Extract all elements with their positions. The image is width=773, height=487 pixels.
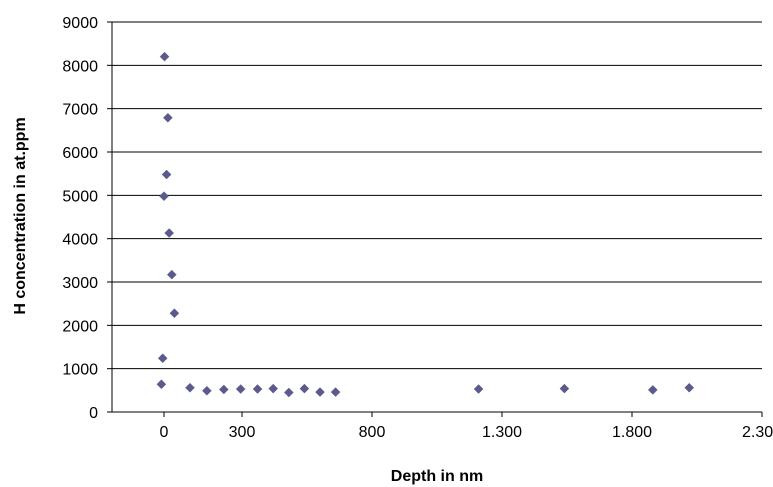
gridlines bbox=[112, 21, 762, 370]
data-point bbox=[164, 228, 175, 238]
y-tick-label: 3000 bbox=[62, 275, 98, 292]
data-point bbox=[159, 51, 170, 62]
data-point bbox=[283, 387, 294, 398]
data-points bbox=[156, 51, 695, 398]
x-axis-title: Depth in nm bbox=[391, 468, 483, 485]
y-tick-label: 7000 bbox=[62, 102, 98, 119]
x-tick-label: 2.300 bbox=[742, 424, 773, 441]
data-point bbox=[169, 308, 180, 319]
data-point bbox=[157, 353, 168, 364]
x-tick-label: 1.800 bbox=[612, 424, 652, 441]
data-point bbox=[299, 383, 310, 394]
data-point bbox=[159, 191, 169, 202]
y-tick-label: 1000 bbox=[62, 362, 98, 379]
data-point bbox=[235, 384, 246, 394]
y-axis-title: H concentration in at.ppm bbox=[12, 117, 29, 314]
y-tick-label: 2000 bbox=[62, 318, 98, 335]
y-tick-labels: 0 1000 2000 3000 4000 5000 6000 7000 8000 9000 bbox=[62, 15, 98, 422]
data-point bbox=[473, 384, 484, 394]
data-point bbox=[559, 383, 570, 394]
data-point bbox=[684, 382, 695, 393]
x-tick-label: 0 bbox=[160, 424, 169, 441]
y-tick-label: 8000 bbox=[62, 58, 98, 75]
data-point bbox=[252, 384, 263, 394]
y-tick-label: 5000 bbox=[62, 188, 98, 205]
x-tick-label: 800 bbox=[359, 424, 386, 441]
data-point bbox=[330, 387, 341, 397]
data-point bbox=[218, 384, 229, 395]
y-tick-label: 0 bbox=[89, 405, 98, 422]
data-point bbox=[163, 112, 173, 123]
axes bbox=[107, 21, 763, 417]
data-point bbox=[202, 385, 212, 396]
y-tick-label: 4000 bbox=[62, 232, 98, 249]
x-tick-label: 300 bbox=[229, 424, 256, 441]
y-tick-label: 9000 bbox=[62, 15, 98, 32]
x-tick-labels: 0 300 800 1.300 1.800 2.300 bbox=[160, 424, 773, 441]
data-point bbox=[166, 269, 177, 280]
data-point bbox=[161, 169, 172, 180]
data-point bbox=[647, 385, 658, 395]
data-point bbox=[185, 382, 195, 393]
data-point bbox=[156, 379, 167, 390]
y-tick-label: 6000 bbox=[62, 145, 98, 162]
data-point bbox=[315, 387, 325, 397]
x-tick-label: 1.300 bbox=[482, 424, 522, 441]
data-point bbox=[268, 383, 279, 394]
